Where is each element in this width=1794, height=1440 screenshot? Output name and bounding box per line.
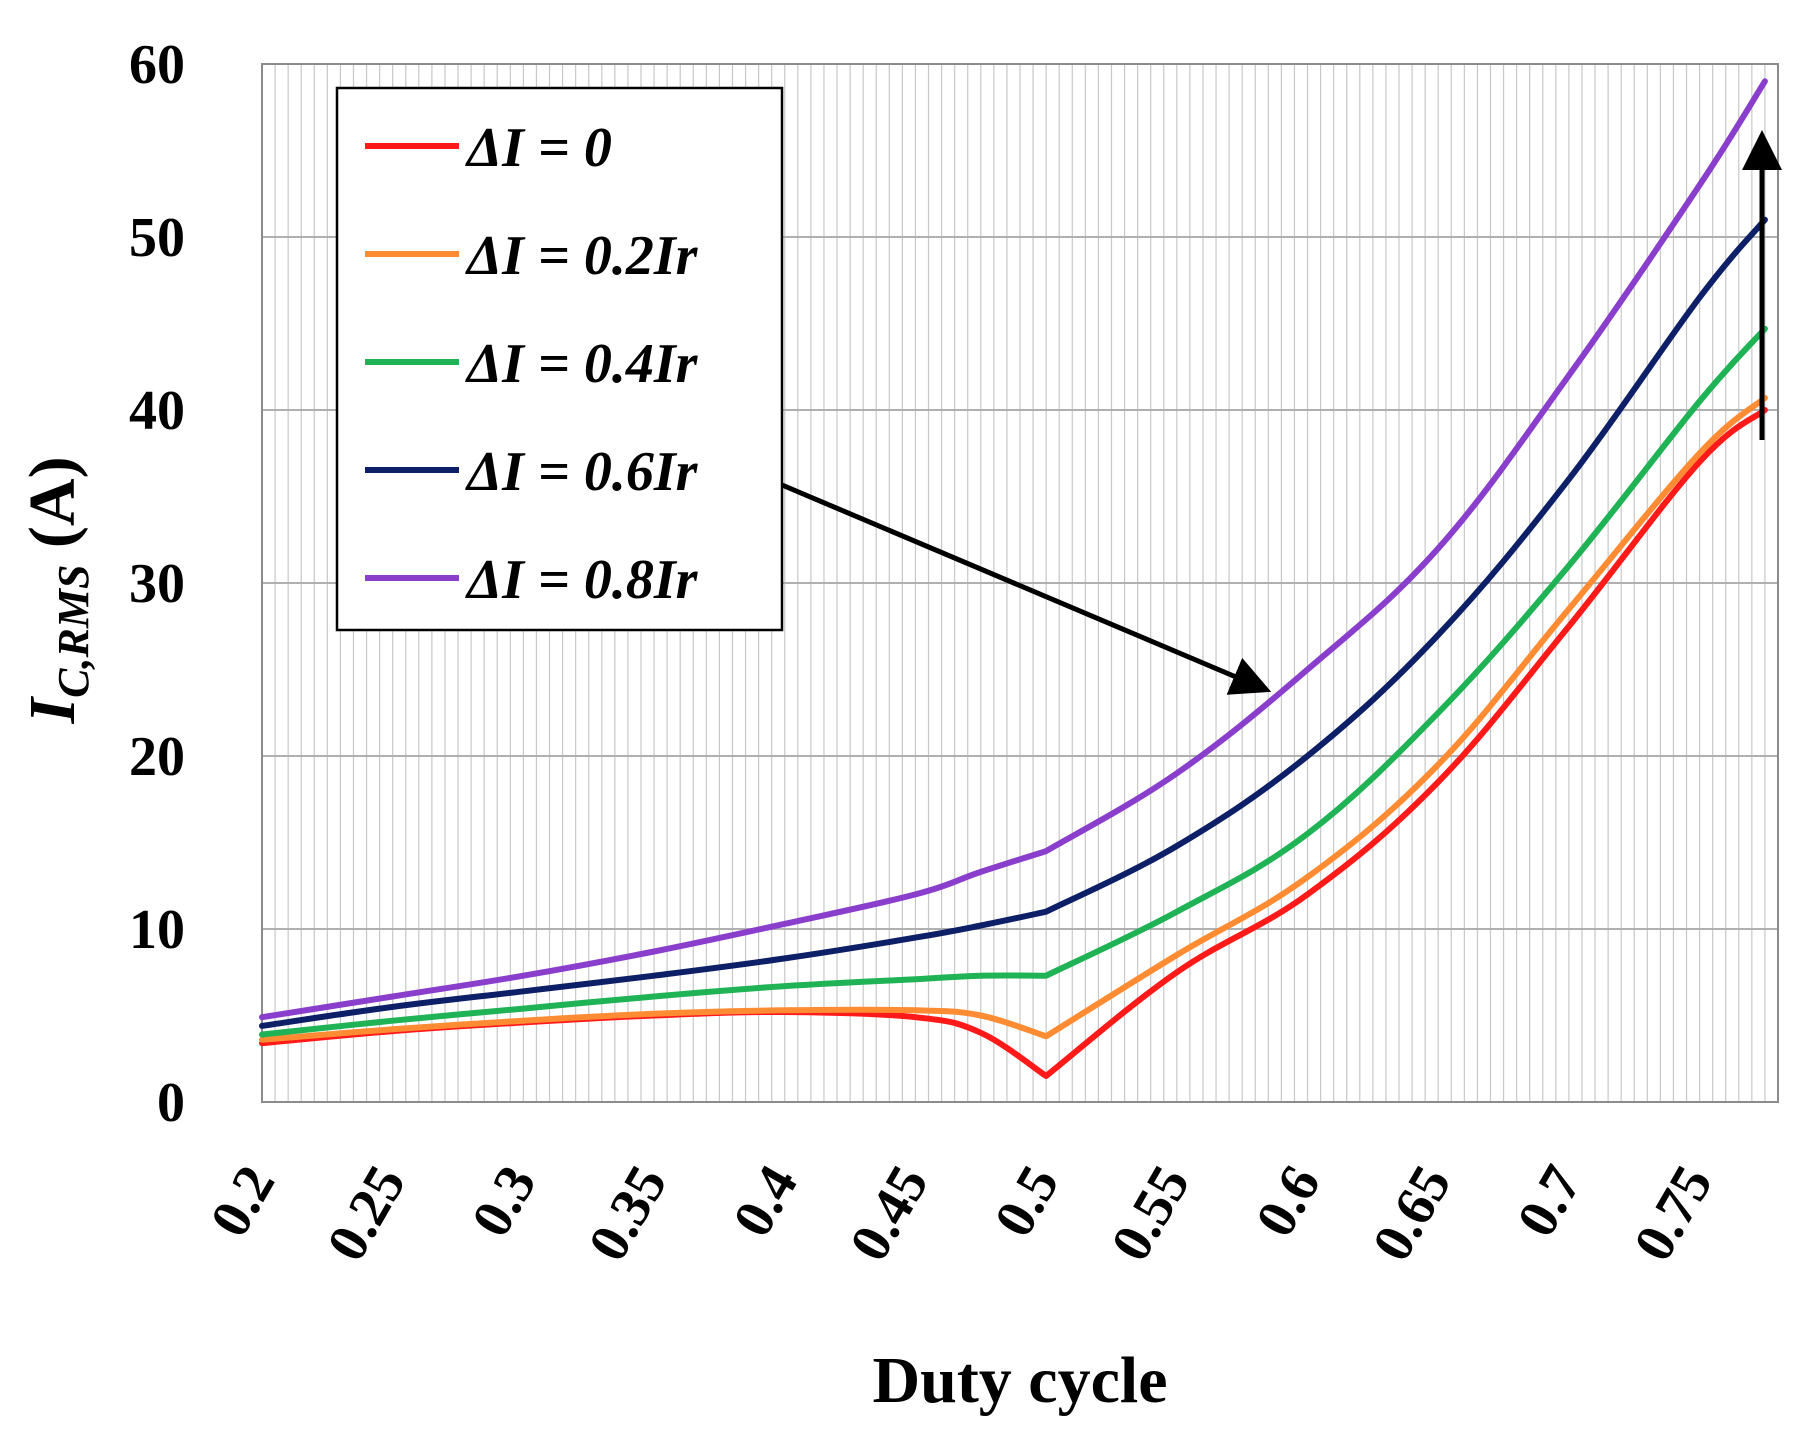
x-tick-label: 0.2: [199, 1156, 288, 1248]
series-lines: [259, 78, 1768, 1079]
y-tick-label: 30: [129, 553, 185, 615]
x-tick-label: 0.75: [1622, 1156, 1725, 1272]
x-tick-label: 0.6: [1244, 1156, 1333, 1248]
y-tick-label: 50: [129, 207, 185, 269]
legend-label-1: ΔI = 0.2Ir: [465, 225, 699, 287]
x-tick-label: 0.65: [1361, 1156, 1464, 1272]
y-axis-title-unit: (A): [16, 456, 89, 564]
x-tick-label: 0.7: [1505, 1156, 1594, 1248]
y-tick-label: 10: [129, 899, 185, 961]
x-tick-label: 0.3: [460, 1156, 549, 1248]
x-tick-label: 0.25: [315, 1156, 418, 1272]
y-axis-title-subscript: C,RMS: [49, 565, 98, 698]
plot-area-frame: [261, 63, 1779, 1103]
x-axis-title: Duty cycle: [872, 1344, 1167, 1417]
annotation-arrows: [781, 130, 1782, 695]
series-line-1: [259, 394, 1768, 1043]
series-line-4: [259, 78, 1768, 1021]
series-line-3: [259, 216, 1768, 1029]
legend: ΔI = 0 ΔI = 0.2Ir ΔI = 0.4Ir ΔI = 0.6Ir ΔI =…: [335, 86, 784, 632]
legend-label-2: ΔI = 0.4Ir: [465, 333, 699, 395]
y-axis-title: IC,RMS (A): [16, 456, 98, 724]
y-tick-label: 20: [129, 726, 185, 788]
diagonal-arrow: [781, 482, 1272, 695]
x-axis-ticks: 0.2 0.25 0.3 0.35 0.4 0.45 0.5 0.55 0.6 0.65 0.7 0.…: [199, 1156, 1725, 1272]
y-tick-label: 40: [129, 380, 185, 442]
y-tick-label: 60: [129, 34, 185, 96]
legend-label-4: ΔI = 0.8Ir: [465, 549, 699, 611]
x-tick-label: 0.55: [1099, 1156, 1202, 1272]
legend-label-3: ΔI = 0.6Ir: [465, 441, 699, 503]
y-axis-ticks: 0 10 20 30 40 50 60: [129, 34, 185, 1134]
x-tick-label: 0.4: [721, 1156, 810, 1248]
x-tick-label: 0.45: [838, 1156, 941, 1272]
x-tick-label: 0.5: [983, 1156, 1072, 1248]
y-tick-label: 0: [157, 1072, 185, 1134]
y-axis-title-symbol: I: [16, 696, 89, 725]
legend-label-0: ΔI = 0: [465, 117, 612, 179]
series-line-2: [259, 325, 1768, 1038]
x-tick-label: 0.35: [577, 1156, 680, 1272]
